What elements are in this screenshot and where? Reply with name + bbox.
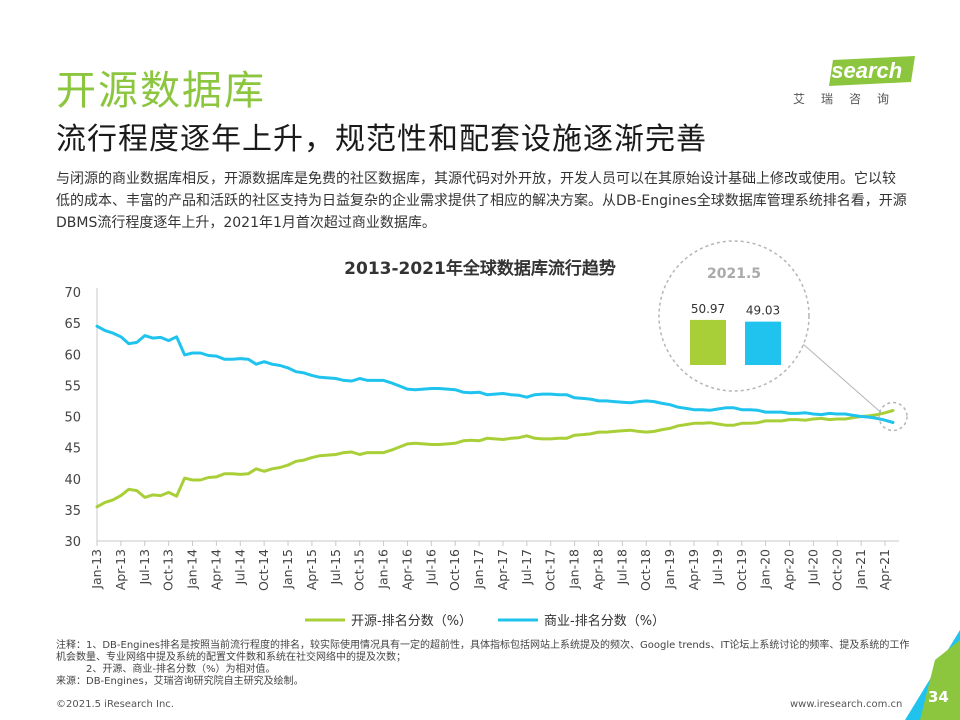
callout-bar-open-source [690, 319, 726, 365]
x-tick-label: Apr-21 [877, 549, 892, 590]
y-tick-label: 30 [64, 535, 81, 550]
callout-bar-commercial [745, 321, 781, 365]
chart-title: 2013-2021年全球数据库流行趋势 [344, 259, 616, 279]
x-tick-label: Apr-13 [113, 549, 128, 590]
copyright: ©2021.5 iResearch Inc. [56, 699, 174, 710]
x-tick-label: Jan-17 [471, 549, 486, 590]
iresearch-logo: iResearch 艾瑞咨询 [793, 56, 918, 112]
x-tick-label: Apr-16 [399, 549, 414, 590]
logo-text: iResearch [797, 58, 903, 83]
logo-leaf-icon [829, 56, 915, 86]
y-tick-label: 60 [64, 348, 81, 363]
x-tick-label: Jul-19 [710, 549, 725, 586]
x-tick-label: Apr-14 [208, 549, 223, 590]
x-tick-label: Apr-20 [782, 549, 797, 590]
x-tick-label: Oct-15 [352, 549, 367, 591]
legend-commercial-label: 商业-排名分数（%） [544, 613, 665, 629]
footnote-1: 注释：1、DB-Engines排名是按照当前流行程度的排名，较实际使用情况具有一… [56, 640, 910, 663]
callout-circle [658, 240, 810, 392]
x-tick-label: Oct-20 [829, 549, 844, 591]
page-number: 34 [928, 688, 949, 706]
x-tick-label: Apr-18 [590, 549, 605, 590]
footnote-2: 2、开源、商业-排名分数（%）为相对值。 [86, 664, 276, 675]
y-tick-label: 70 [64, 286, 81, 301]
x-tick-label: Jul-15 [328, 549, 343, 586]
y-tick-label: 35 [64, 504, 81, 519]
x-tick-label: Jan-14 [185, 549, 200, 590]
x-tick-label: Jul-18 [614, 549, 629, 586]
logo-subtext: 艾瑞咨询 [793, 92, 906, 106]
footnotes: 注释：1、DB-Engines排名是按照当前流行程度的排名，较实际使用情况具有一… [56, 640, 916, 688]
x-tick-label: Oct-13 [161, 549, 176, 591]
x-tick-label: Apr-15 [304, 549, 319, 590]
endpoint-highlight-circle [878, 401, 908, 432]
x-tick-label: Jan-20 [758, 549, 773, 590]
x-tick-label: Oct-19 [734, 549, 749, 591]
callout-value-open-source: 50.97 [691, 302, 725, 316]
legend-open-source-label: 开源-排名分数（%） [351, 613, 472, 629]
callout-year-label: 2021.5 [707, 266, 761, 282]
x-tick-label: Oct-16 [447, 549, 462, 591]
x-tick-label: Jul-17 [519, 549, 534, 586]
y-tick-label: 50 [64, 411, 81, 426]
x-tick-label: Jul-14 [232, 549, 247, 586]
x-tick-label: Jan-16 [376, 549, 391, 590]
y-tick-label: 40 [64, 473, 81, 488]
series-line-commercial [95, 324, 895, 424]
footnote-source: 来源：DB-Engines，艾瑞咨询研究院自主研究及绘制。 [56, 676, 304, 687]
x-tick-label: Jan-18 [567, 549, 582, 590]
y-tick-label: 65 [64, 317, 81, 332]
callout-connector [802, 343, 882, 413]
x-tick-label: Apr-19 [686, 549, 701, 590]
x-tick-label: Oct-17 [543, 549, 558, 591]
website-url: www.iresearch.com.cn [790, 699, 903, 710]
x-tick-label: Jan-15 [280, 549, 295, 590]
x-tick-label: Jul-13 [137, 549, 152, 586]
x-tick-label: Jul-20 [805, 549, 820, 586]
y-tick-label: 45 [64, 442, 81, 457]
x-tick-label: Jan-21 [853, 549, 868, 590]
intro-paragraph: 与闭源的商业数据库相反，开源数据库是免费的社区数据库，其源代码对外开放，开发人员… [56, 171, 907, 231]
page-title: 开源数据库 [56, 68, 266, 114]
x-tick-label: Jul-16 [423, 549, 438, 586]
x-tick-label: Oct-14 [256, 549, 271, 591]
x-tick-label: Oct-18 [638, 549, 653, 591]
x-tick-label: Apr-17 [495, 549, 510, 590]
y-tick-label: 55 [64, 379, 81, 394]
page-subtitle: 流行程度逐年上升，规范性和配套设施逐渐完善 [56, 122, 707, 157]
series-line-open-source [95, 409, 895, 509]
x-tick-label: Jan-19 [662, 549, 677, 590]
x-tick-label: Jan-13 [89, 549, 104, 590]
callout-value-commercial: 49.03 [746, 304, 780, 318]
